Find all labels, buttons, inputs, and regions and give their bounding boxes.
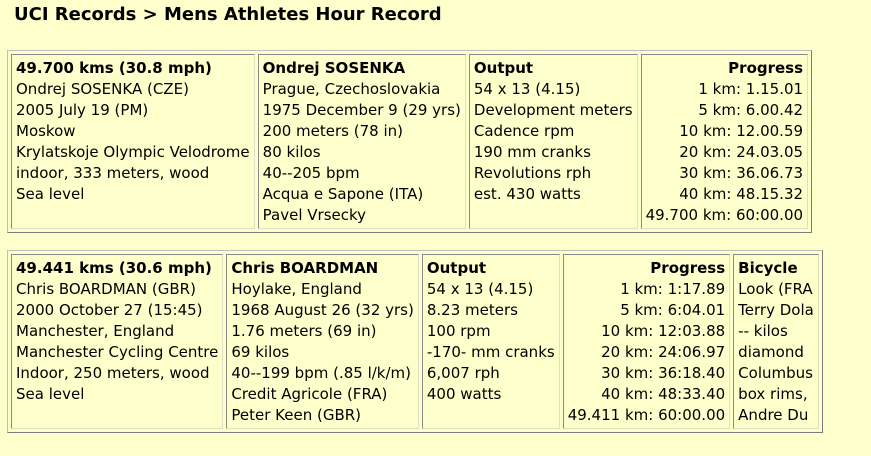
record-rider: Chris BOARDMAN (GBR) [16,280,196,298]
bicycle-line: -- kilos [738,322,788,340]
page-title: UCI Records > Mens Athletes Hour Record [14,4,442,25]
bicycle-cell: Bicycle Look (FRA Terry Dola -- kilos di… [733,254,819,429]
record-city: Manchester, England [16,322,175,340]
progress-cell: Progress 1 km: 1.15.01 5 km: 6.00.42 10 … [640,54,809,229]
athlete-coach: Peter Keen (GBR) [231,406,362,424]
progress-split: 49.411 km: 60:00.00 [567,406,726,424]
athlete-birthdate: 1975 December 9 (29 yrs) [262,101,461,119]
record-track: Indoor, 250 meters, wood [16,364,210,382]
output-cranks: 190 mm cranks [473,143,591,161]
progress-split: 49.700 km: 60:00.00 [645,206,804,224]
progress-split: 1 km: 1:17.89 [620,280,726,298]
output-revolutions: Revolutions rph [473,164,592,182]
record-track: indoor, 333 meters, wood [16,164,210,182]
progress-header: Progress [650,259,726,277]
progress-split: 10 km: 12:03.88 [601,322,726,340]
progress-split: 30 km: 36.06.73 [679,164,804,182]
athlete-name: Chris BOARDMAN [231,259,379,277]
athlete-coach: Pavel Vrsecky [262,206,367,224]
output-header: Output [426,259,487,277]
record-venue: Manchester Cycling Centre [16,343,219,361]
athlete-birthplace: Hoylake, England [231,280,362,298]
progress-split: 30 km: 36:18.40 [601,364,726,382]
athlete-team: Acqua e Sapone (ITA) [262,185,424,203]
progress-header: Progress [728,59,804,77]
record-summary-cell: 49.700 kms (30.8 mph) Ondrej SOSENKA (CZ… [11,54,255,229]
progress-split: 40 km: 48:33.40 [601,385,726,403]
record-table: 49.700 kms (30.8 mph) Ondrej SOSENKA (CZ… [7,50,813,233]
record-rider: Ondrej SOSENKA (CZE) [16,80,189,98]
record-date: 2000 October 27 (15:45) [16,301,203,319]
record-venue: Krylatskoje Olympic Velodrome [16,143,250,161]
bicycle-line: Columbus [738,364,813,382]
output-cranks: -170- mm cranks [426,343,555,361]
athlete-height: 200 meters (78 in) [262,122,403,140]
record-summary-cell: 49.441 kms (30.6 mph) Chris BOARDMAN (GB… [11,254,224,429]
output-cadence: Cadence rpm [473,122,575,140]
progress-split: 5 km: 6.00.42 [698,101,804,119]
athlete-weight: 69 kilos [231,343,290,361]
athlete-heart-rate: 40--205 bpm [262,164,360,182]
output-revolutions: 6,007 rph [426,364,500,382]
progress-split: 10 km: 12.00.59 [679,122,804,140]
output-gearing: 54 x 13 (4.15) [473,80,581,98]
record-altitude: Sea level [16,385,85,403]
progress-split: 1 km: 1.15.01 [698,80,804,98]
athlete-name: Ondrej SOSENKA [262,59,406,77]
athlete-team: Credit Agricole (FRA) [231,385,388,403]
record-date: 2005 July 19 (PM) [16,101,149,119]
bicycle-line: Andre Du [738,406,809,424]
output-cell: Output 54 x 13 (4.15) Development meters… [468,54,638,229]
output-development: 8.23 meters [426,301,518,319]
bicycle-line: box rims, [738,385,808,403]
bicycle-line: diamond [738,343,804,361]
output-power: est. 430 watts [473,185,581,203]
record-city: Moskow [16,122,76,140]
athlete-cell: Ondrej SOSENKA Prague, Czechoslovakia 19… [257,54,466,229]
athlete-height: 1.76 meters (69 in) [231,322,377,340]
athlete-heart-rate: 40--199 bpm (.85 l/k/m) [231,364,412,382]
output-gearing: 54 x 13 (4.15) [426,280,534,298]
record-table: 49.441 kms (30.6 mph) Chris BOARDMAN (GB… [7,250,823,433]
output-header: Output [473,59,534,77]
record-distance: 49.441 kms (30.6 mph) [16,259,212,277]
record-distance: 49.700 kms (30.8 mph) [16,59,212,77]
progress-split: 40 km: 48.15.32 [679,185,804,203]
progress-cell: Progress 1 km: 1:17.89 5 km: 6:04.01 10 … [562,254,731,429]
athlete-cell: Chris BOARDMAN Hoylake, England 1968 Aug… [226,254,419,429]
bicycle-line: Terry Dola [738,301,814,319]
output-cell: Output 54 x 13 (4.15) 8.23 meters 100 rp… [421,254,560,429]
output-power: 400 watts [426,385,502,403]
progress-split: 20 km: 24.03.05 [679,143,804,161]
athlete-weight: 80 kilos [262,143,321,161]
progress-split: 20 km: 24:06.97 [601,343,726,361]
bicycle-header: Bicycle [738,259,798,277]
athlete-birthdate: 1968 August 26 (32 yrs) [231,301,414,319]
output-cadence: 100 rpm [426,322,491,340]
athlete-birthplace: Prague, Czechoslovakia [262,80,441,98]
record-altitude: Sea level [16,185,85,203]
progress-split: 5 km: 6:04.01 [620,301,726,319]
output-development: Development meters [473,101,633,119]
bicycle-line: Look (FRA [738,280,813,298]
